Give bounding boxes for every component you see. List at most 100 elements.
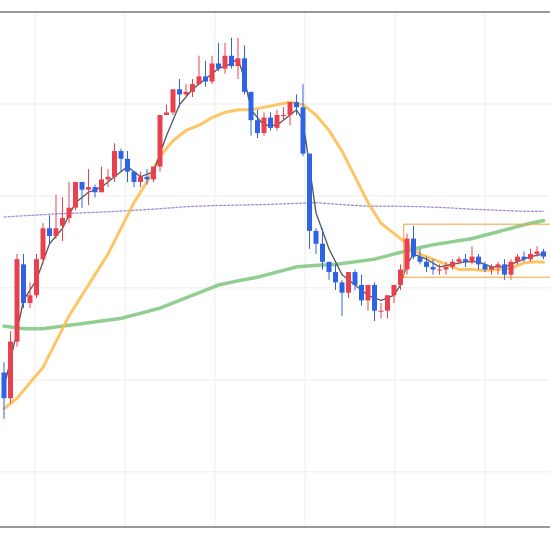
candle-body — [515, 256, 520, 262]
candle-body — [261, 117, 267, 134]
candle — [105, 169, 111, 188]
candle — [294, 94, 299, 115]
candle — [53, 194, 59, 239]
candle — [437, 264, 442, 275]
candle — [430, 259, 436, 275]
candle-body — [391, 284, 397, 296]
candle — [14, 254, 20, 347]
chart-frame — [0, 11, 550, 528]
candle-body — [242, 58, 247, 92]
candle — [450, 259, 455, 270]
candle-body — [53, 228, 59, 237]
candle-body — [424, 261, 429, 267]
candle — [222, 42, 228, 74]
candle — [99, 166, 104, 193]
candle — [320, 228, 325, 270]
candle — [86, 169, 91, 206]
candle — [398, 264, 403, 291]
candle-body — [170, 89, 176, 113]
candle-body — [112, 151, 117, 177]
candle-body — [495, 264, 501, 267]
candle — [541, 248, 546, 260]
candle-body — [66, 207, 72, 218]
candle — [242, 45, 247, 95]
candle — [463, 254, 468, 267]
candle — [508, 259, 514, 280]
candle — [352, 269, 358, 291]
candle-body — [8, 341, 13, 399]
candle-body — [365, 284, 371, 301]
candle-body — [151, 166, 156, 180]
candle — [196, 55, 202, 85]
candle — [66, 181, 72, 224]
candle-body — [528, 254, 533, 260]
candle — [112, 143, 117, 182]
candle — [313, 228, 319, 255]
candle — [209, 55, 215, 85]
candle — [515, 254, 520, 265]
candle — [170, 89, 176, 115]
candle — [27, 282, 33, 309]
candle — [482, 261, 488, 273]
candle — [307, 153, 312, 249]
candle — [125, 151, 130, 182]
candle — [424, 256, 429, 273]
candle-body — [300, 107, 306, 154]
candle-body — [79, 181, 85, 190]
candle — [92, 184, 98, 198]
candle — [502, 259, 507, 280]
candle — [469, 246, 475, 265]
moving-average-lines — [2, 57, 546, 411]
candle — [404, 233, 410, 275]
candle — [177, 78, 182, 108]
candle — [8, 331, 13, 404]
candle-body — [398, 269, 403, 285]
candle-body — [1, 372, 7, 399]
candle-body — [333, 272, 338, 283]
candle-body — [437, 269, 442, 271]
series-ma-long — [3, 201, 545, 218]
candle — [190, 78, 195, 97]
candle-body — [92, 187, 98, 193]
candle-body — [307, 153, 312, 231]
candle — [229, 37, 234, 69]
candle-body — [411, 238, 416, 257]
candle — [79, 181, 85, 208]
candle — [346, 272, 351, 298]
candle-body — [99, 179, 104, 193]
candle-body — [164, 112, 169, 115]
candle — [333, 264, 338, 291]
candles — [1, 37, 546, 419]
candle-body — [274, 115, 280, 128]
candle — [372, 282, 377, 321]
candle — [300, 84, 306, 157]
candle-body — [469, 256, 475, 262]
candle — [365, 284, 371, 311]
candle-body — [508, 261, 514, 275]
candle-body — [346, 272, 351, 293]
candle-body — [352, 272, 358, 285]
candle-body — [118, 151, 124, 159]
candle-body — [209, 63, 215, 82]
candle — [40, 223, 46, 265]
candle-body — [268, 117, 273, 128]
candle-body — [196, 76, 202, 85]
candle — [274, 109, 280, 131]
candle-body — [404, 238, 410, 270]
candle-body — [21, 264, 26, 303]
candle-body — [131, 171, 137, 182]
candle-body — [86, 187, 91, 190]
candle — [489, 264, 494, 275]
candle — [326, 261, 332, 280]
candle — [339, 279, 345, 316]
candle-body — [476, 256, 481, 265]
candle-body — [287, 102, 293, 115]
candle-body — [235, 58, 241, 67]
candle-body — [34, 259, 39, 296]
candle-body — [203, 76, 208, 82]
candle-body — [489, 266, 494, 270]
candle-body — [521, 256, 527, 260]
candle — [268, 112, 273, 131]
candle — [378, 302, 384, 319]
